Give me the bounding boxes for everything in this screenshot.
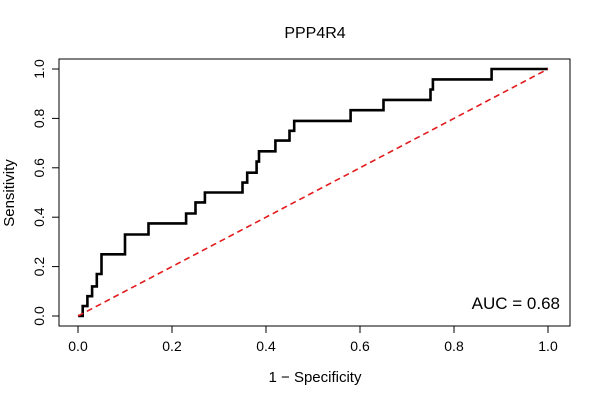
y-tick-label: 0.4 — [31, 207, 47, 227]
roc-curve-line — [78, 67, 548, 318]
auc-annotation: AUC = 0.68 — [472, 294, 560, 313]
x-tick-label: 0.2 — [162, 338, 182, 354]
y-tick-label: 0.8 — [31, 108, 47, 128]
x-axis-label: 1 − Specificity — [269, 369, 362, 386]
x-tick-label: 0.0 — [68, 338, 88, 354]
y-tick-label: 1.0 — [31, 59, 47, 79]
reference-diagonal-line — [77, 68, 549, 317]
y-tick-label: 0.0 — [31, 306, 47, 326]
x-tick-label: 0.8 — [444, 338, 464, 354]
y-tick-label: 0.6 — [31, 158, 47, 178]
chart-title: PPP4R4 — [284, 25, 345, 42]
y-axis-label: Sensitivity — [1, 159, 18, 227]
x-tick-label: 0.4 — [256, 338, 276, 354]
x-tick-label: 0.6 — [350, 338, 370, 354]
plot-area: 0.0 0.2 0.4 0.6 0.8 1.0 0.0 0.2 0.4 0.6 0.8 1.0 — [31, 58, 571, 354]
plot-frame — [58, 58, 571, 327]
x-tick-label: 1.0 — [538, 338, 558, 354]
y-tick-label: 0.2 — [31, 257, 47, 277]
